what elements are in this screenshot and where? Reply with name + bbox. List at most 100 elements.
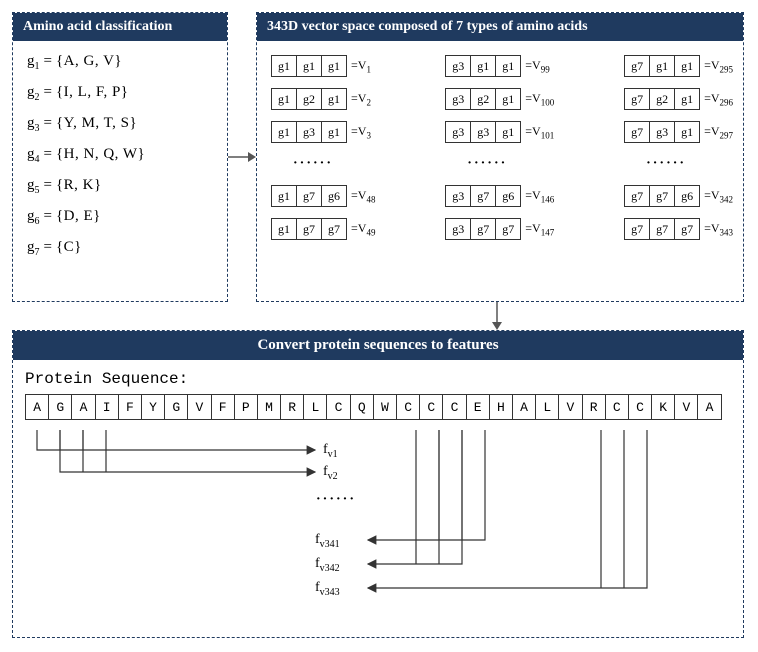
triplet-cell: g1 — [649, 55, 675, 77]
protein-sequence-row: AGAIFYGVFPMRLCQWCCCEHALVRCCKVA — [25, 394, 731, 420]
triplet-cell: g3 — [296, 121, 322, 143]
feature-label-v342: fv342 — [315, 556, 340, 574]
triplet-cell: g7 — [624, 121, 650, 143]
triplet-cells: g1g7g6 — [271, 185, 347, 207]
triplet-cell: g7 — [624, 218, 650, 240]
amino-group-row: g6={D, E} — [27, 208, 213, 227]
triplet-cell: g7 — [674, 218, 700, 240]
column-dots: ······ — [646, 156, 733, 172]
triplet-cell: g3 — [445, 88, 471, 110]
sequence-cell: R — [582, 394, 606, 420]
vector-label: =V101 — [525, 124, 554, 140]
triplet-cells: g1g3g1 — [271, 121, 347, 143]
sequence-cell: M — [257, 394, 281, 420]
vector-label: =V342 — [704, 188, 733, 204]
amino-group-row: g5={R, K} — [27, 177, 213, 196]
triplet-cells: g7g7g6 — [624, 185, 700, 207]
group-symbol: g4 — [27, 146, 40, 165]
triplet-cell: g1 — [271, 88, 297, 110]
arrow-right-icon — [228, 150, 256, 164]
triplet-cell: g2 — [296, 88, 322, 110]
vector-row: g3g3g1=V101 — [445, 121, 554, 143]
vector-label: =V296 — [704, 91, 733, 107]
amino-group-row: g4={H, N, Q, W} — [27, 146, 213, 165]
vector-label: =V147 — [525, 221, 554, 237]
vector-column: g1g1g1=V1g1g2g1=V2g1g3g1=V3······g1g7g6=… — [271, 55, 375, 240]
group-set: {H, N, Q, W} — [56, 146, 145, 163]
sequence-cell: C — [396, 394, 420, 420]
triplet-cell: g7 — [649, 218, 675, 240]
vector-label: =V99 — [525, 58, 549, 74]
vector-row: g1g7g6=V48 — [271, 185, 375, 207]
triplet-cell: g7 — [624, 55, 650, 77]
triplet-cell: g3 — [445, 121, 471, 143]
sequence-cell: C — [442, 394, 466, 420]
triplet-cell: g1 — [495, 121, 521, 143]
triplet-cell: g7 — [321, 218, 347, 240]
panel-amino-acid-classification: Amino acid classification g1={A, G, V} g2… — [12, 12, 228, 302]
amino-group-row: g7={C} — [27, 239, 213, 258]
triplet-cells: g1g2g1 — [271, 88, 347, 110]
group-symbol: g2 — [27, 84, 40, 103]
triplet-cell: g1 — [674, 55, 700, 77]
group-set: {R, K} — [56, 177, 102, 194]
triplet-cell: g7 — [624, 88, 650, 110]
sequence-cell: A — [512, 394, 536, 420]
vector-label: =V48 — [351, 188, 375, 204]
sequence-cell: C — [326, 394, 350, 420]
amino-group-row: g1={A, G, V} — [27, 53, 213, 72]
panel1-title: Amino acid classification — [13, 13, 227, 41]
triplet-cells: g3g2g1 — [445, 88, 521, 110]
group-set: {A, G, V} — [56, 53, 122, 70]
triplet-cell: g6 — [495, 185, 521, 207]
vector-row: g3g7g7=V147 — [445, 218, 554, 240]
triplet-cell: g1 — [470, 55, 496, 77]
triplet-cell: g7 — [296, 185, 322, 207]
vector-label: =V100 — [525, 91, 554, 107]
vector-label: =V49 — [351, 221, 375, 237]
sequence-cell: K — [651, 394, 675, 420]
triplet-cell: g1 — [321, 121, 347, 143]
sequence-cell: C — [628, 394, 652, 420]
triplet-cell: g2 — [470, 88, 496, 110]
panel3-body: Protein Sequence: AGAIFYGVFPMRLCQWCCCEHA… — [13, 360, 743, 628]
sequence-cell: E — [466, 394, 490, 420]
group-symbol: g6 — [27, 208, 40, 227]
triplet-cell: g1 — [674, 121, 700, 143]
triplet-cell: g7 — [649, 185, 675, 207]
group-set: {I, L, F, P} — [56, 84, 129, 101]
vector-row: g1g1g1=V1 — [271, 55, 375, 77]
triplet-cell: g3 — [445, 218, 471, 240]
sequence-cell: G — [164, 394, 188, 420]
feature-connection-lines — [25, 430, 733, 628]
vector-label: =V1 — [351, 58, 371, 74]
feature-label-v341: fv341 — [315, 532, 340, 550]
vector-row: g7g7g6=V342 — [624, 185, 733, 207]
triplet-cells: g3g1g1 — [445, 55, 521, 77]
vector-row: g3g2g1=V100 — [445, 88, 554, 110]
vector-row: g1g2g1=V2 — [271, 88, 375, 110]
triplet-cells: g7g2g1 — [624, 88, 700, 110]
triplet-cells: g3g3g1 — [445, 121, 521, 143]
triplet-cells: g3g7g6 — [445, 185, 521, 207]
vector-row: g1g7g7=V49 — [271, 218, 375, 240]
sequence-cell: V — [674, 394, 698, 420]
triplet-cell: g7 — [495, 218, 521, 240]
feature-dots: ······ — [316, 492, 356, 508]
triplet-cell: g1 — [674, 88, 700, 110]
vector-label: =V3 — [351, 124, 371, 140]
triplet-cell: g3 — [470, 121, 496, 143]
sequence-cell: L — [303, 394, 327, 420]
vector-row: g7g7g7=V343 — [624, 218, 733, 240]
vector-row: g7g2g1=V296 — [624, 88, 733, 110]
group-symbol: g1 — [27, 53, 40, 72]
triplet-cells: g1g1g1 — [271, 55, 347, 77]
arrow-down-icon — [490, 302, 504, 330]
sequence-cell: G — [48, 394, 72, 420]
triplet-cell: g7 — [296, 218, 322, 240]
column-dots: ······ — [293, 156, 375, 172]
vector-label: =V2 — [351, 91, 371, 107]
feature-label-v1: fv1 — [323, 442, 338, 460]
triplet-cell: g7 — [470, 218, 496, 240]
triplet-cell: g1 — [271, 121, 297, 143]
